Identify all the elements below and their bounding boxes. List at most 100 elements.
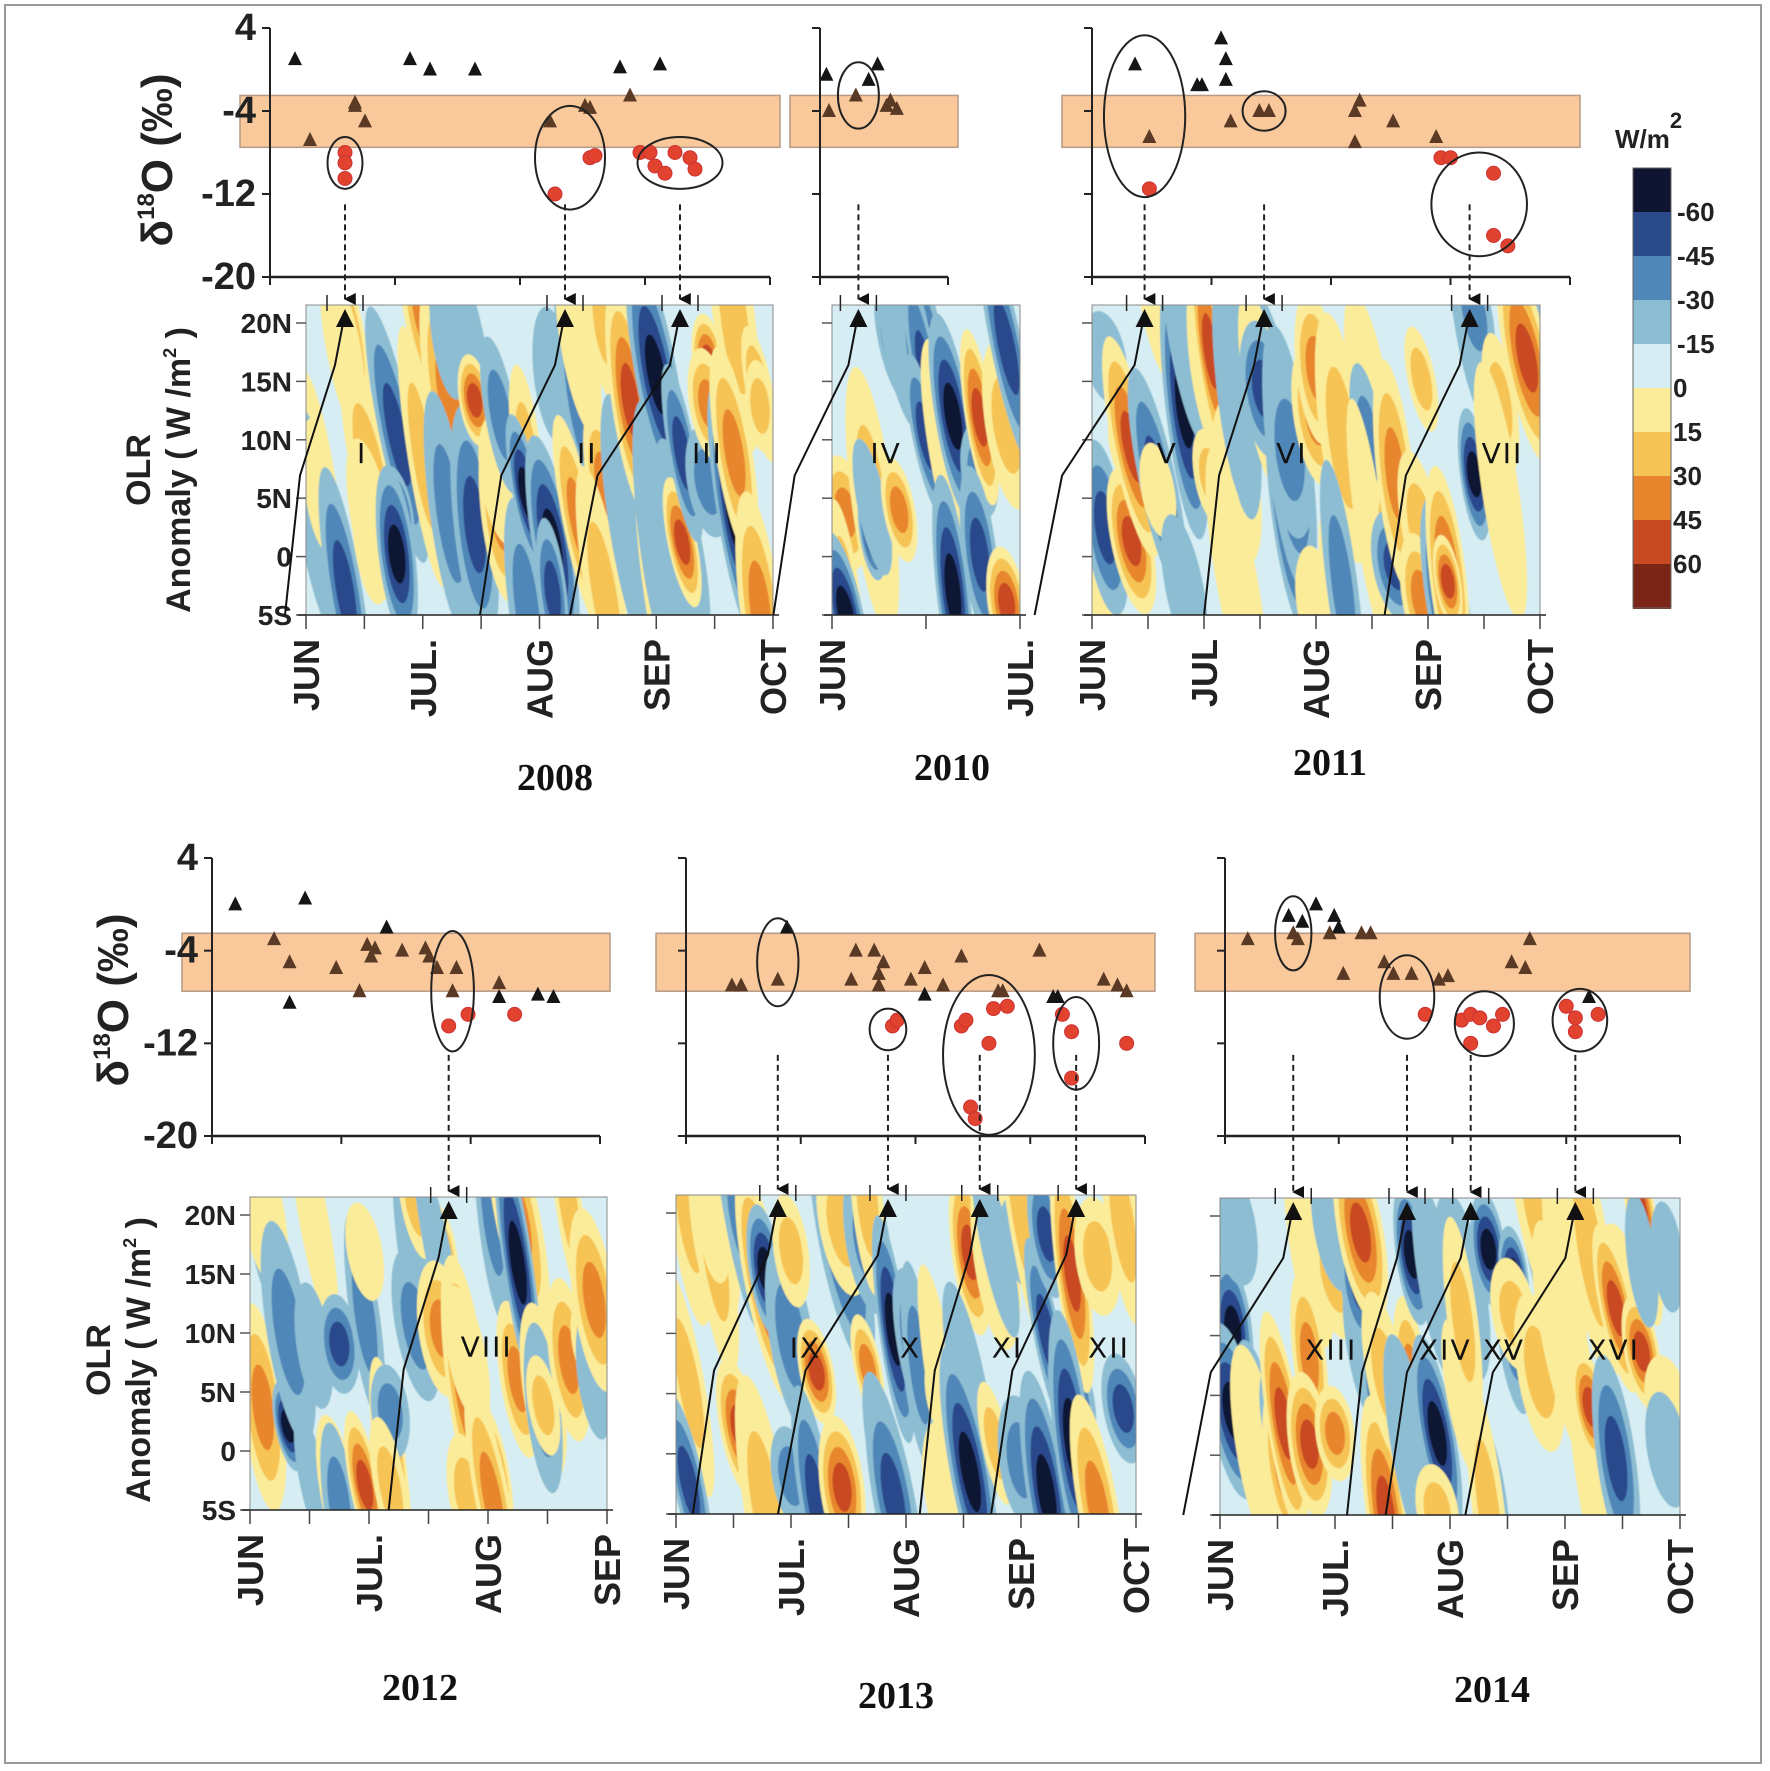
event-label: XII <box>1088 1332 1130 1365</box>
triangle-marker <box>583 99 597 114</box>
olr-contour <box>1349 1202 1372 1263</box>
colorbar-level-label: 15 <box>1673 417 1702 447</box>
depleted-point <box>1463 1035 1479 1051</box>
triangle-marker <box>1261 103 1276 117</box>
triangle-marker <box>936 977 951 992</box>
triangle-marker <box>1504 954 1519 969</box>
olr-contour <box>997 582 1016 615</box>
colorbar-swatch <box>1633 344 1671 389</box>
depleted-point <box>981 1035 997 1051</box>
event-ellipse <box>534 104 606 211</box>
olr-contour <box>382 382 411 487</box>
colorbar-swatch <box>1633 388 1671 433</box>
olr-tick-label: 15N <box>241 366 292 397</box>
month-label: AUG <box>468 1534 509 1614</box>
olr-heatmap <box>305 304 774 616</box>
olr-contour <box>1084 1460 1111 1514</box>
depleted-point <box>337 155 353 171</box>
olr-contour <box>1624 1198 1659 1328</box>
propagation-arrowhead <box>336 309 354 327</box>
olr-contour <box>1063 1235 1081 1312</box>
triangle-marker <box>288 51 302 66</box>
colorbar-swatch <box>1633 432 1671 477</box>
colorbar-swatch <box>1633 520 1671 565</box>
triangle-marker <box>1142 128 1157 143</box>
olr-heatmap <box>1219 1197 1681 1516</box>
propagation-arrowhead <box>1398 1202 1416 1220</box>
month-label: JUN <box>812 639 853 711</box>
olr-contour <box>271 1268 305 1396</box>
olr-contour <box>345 1202 385 1301</box>
triangle-marker <box>883 92 898 107</box>
event-ellipse <box>1378 954 1436 1040</box>
month-label: AUG <box>886 1538 927 1618</box>
olr-contour <box>329 1321 350 1367</box>
triangle-marker <box>724 977 739 992</box>
month-label: SEP <box>1408 639 1449 711</box>
event-label: IX <box>790 1332 821 1365</box>
olr-contour <box>582 1261 607 1338</box>
triangle-marker <box>1331 919 1346 934</box>
triangle-marker <box>903 971 918 986</box>
olr-contour <box>1541 1198 1589 1361</box>
colorbar-level-label: 60 <box>1673 549 1702 579</box>
year-label: 2014 <box>1454 1669 1530 1711</box>
colorbar-level-label: 0 <box>1673 373 1687 403</box>
olr-contour <box>543 560 561 615</box>
month-label: AUG <box>1296 639 1337 719</box>
month-label: AUG <box>1430 1539 1471 1619</box>
triangle-marker <box>352 983 367 998</box>
triangle-marker <box>1252 103 1267 117</box>
triangle-marker <box>861 71 876 86</box>
olr-contour <box>327 1456 352 1510</box>
triangle-marker <box>821 103 836 117</box>
depleted-point <box>657 165 673 181</box>
triangle-marker <box>282 954 297 969</box>
triangle-marker <box>1518 960 1533 975</box>
olr-tick-label: 10N <box>241 425 292 456</box>
olr-tick-label: 5N <box>200 1377 236 1408</box>
triangle-marker <box>917 986 932 1001</box>
triangle-marker <box>613 59 627 74</box>
olr-contour <box>555 305 602 435</box>
triangle-marker <box>360 936 375 951</box>
olr-contour <box>676 1318 705 1449</box>
triangle-marker <box>422 948 437 963</box>
propagation-arrowhead <box>849 309 868 327</box>
month-label: SEP <box>1545 1539 1586 1611</box>
d18o-tick-label: -4 <box>164 930 198 972</box>
reference-band <box>789 94 959 149</box>
d18o-axis-label-top: δ18O (‰) <box>133 73 182 246</box>
triangle-marker <box>995 983 1010 998</box>
month-label: OCT <box>1520 639 1561 715</box>
year-label: 2008 <box>517 757 593 799</box>
olr-contour <box>808 1352 825 1391</box>
olr-contour <box>508 1220 528 1305</box>
olr-contour <box>1427 1400 1448 1466</box>
event-label: XIV <box>1419 1334 1472 1367</box>
triangle-marker <box>228 896 243 911</box>
olr-contour <box>1466 451 1482 498</box>
triangle-marker <box>379 919 394 934</box>
depleted-point <box>547 186 563 202</box>
triangle-marker <box>819 66 834 81</box>
svg-text:Anomaly ( W /m2 ): Anomaly ( W /m2 ) <box>120 1217 158 1503</box>
triangle-marker <box>543 113 557 128</box>
olr-contour <box>778 1217 804 1285</box>
olr-tick-label: 5N <box>256 483 292 514</box>
triangle-marker <box>1050 989 1065 1003</box>
colorbar-unit-label: W/m2 <box>1615 108 1682 154</box>
olr-tick-label: 20N <box>241 308 292 339</box>
olr-axis-label-top: OLR Anomaly ( W /m2 ) <box>120 327 198 613</box>
depleted-point <box>1486 228 1502 243</box>
depleted-point <box>1064 1024 1080 1040</box>
event-ellipse <box>1430 151 1528 258</box>
olr-heatmap <box>249 1196 608 1511</box>
triangle-marker <box>1404 965 1419 980</box>
olr-contour <box>1645 1391 1680 1508</box>
olr-contour <box>722 409 746 497</box>
depleted-point <box>1567 1010 1583 1026</box>
triangle-marker <box>653 56 667 71</box>
propagation-arrowhead <box>1460 309 1479 327</box>
svg-text:δ18O (‰): δ18O (‰) <box>133 73 182 246</box>
